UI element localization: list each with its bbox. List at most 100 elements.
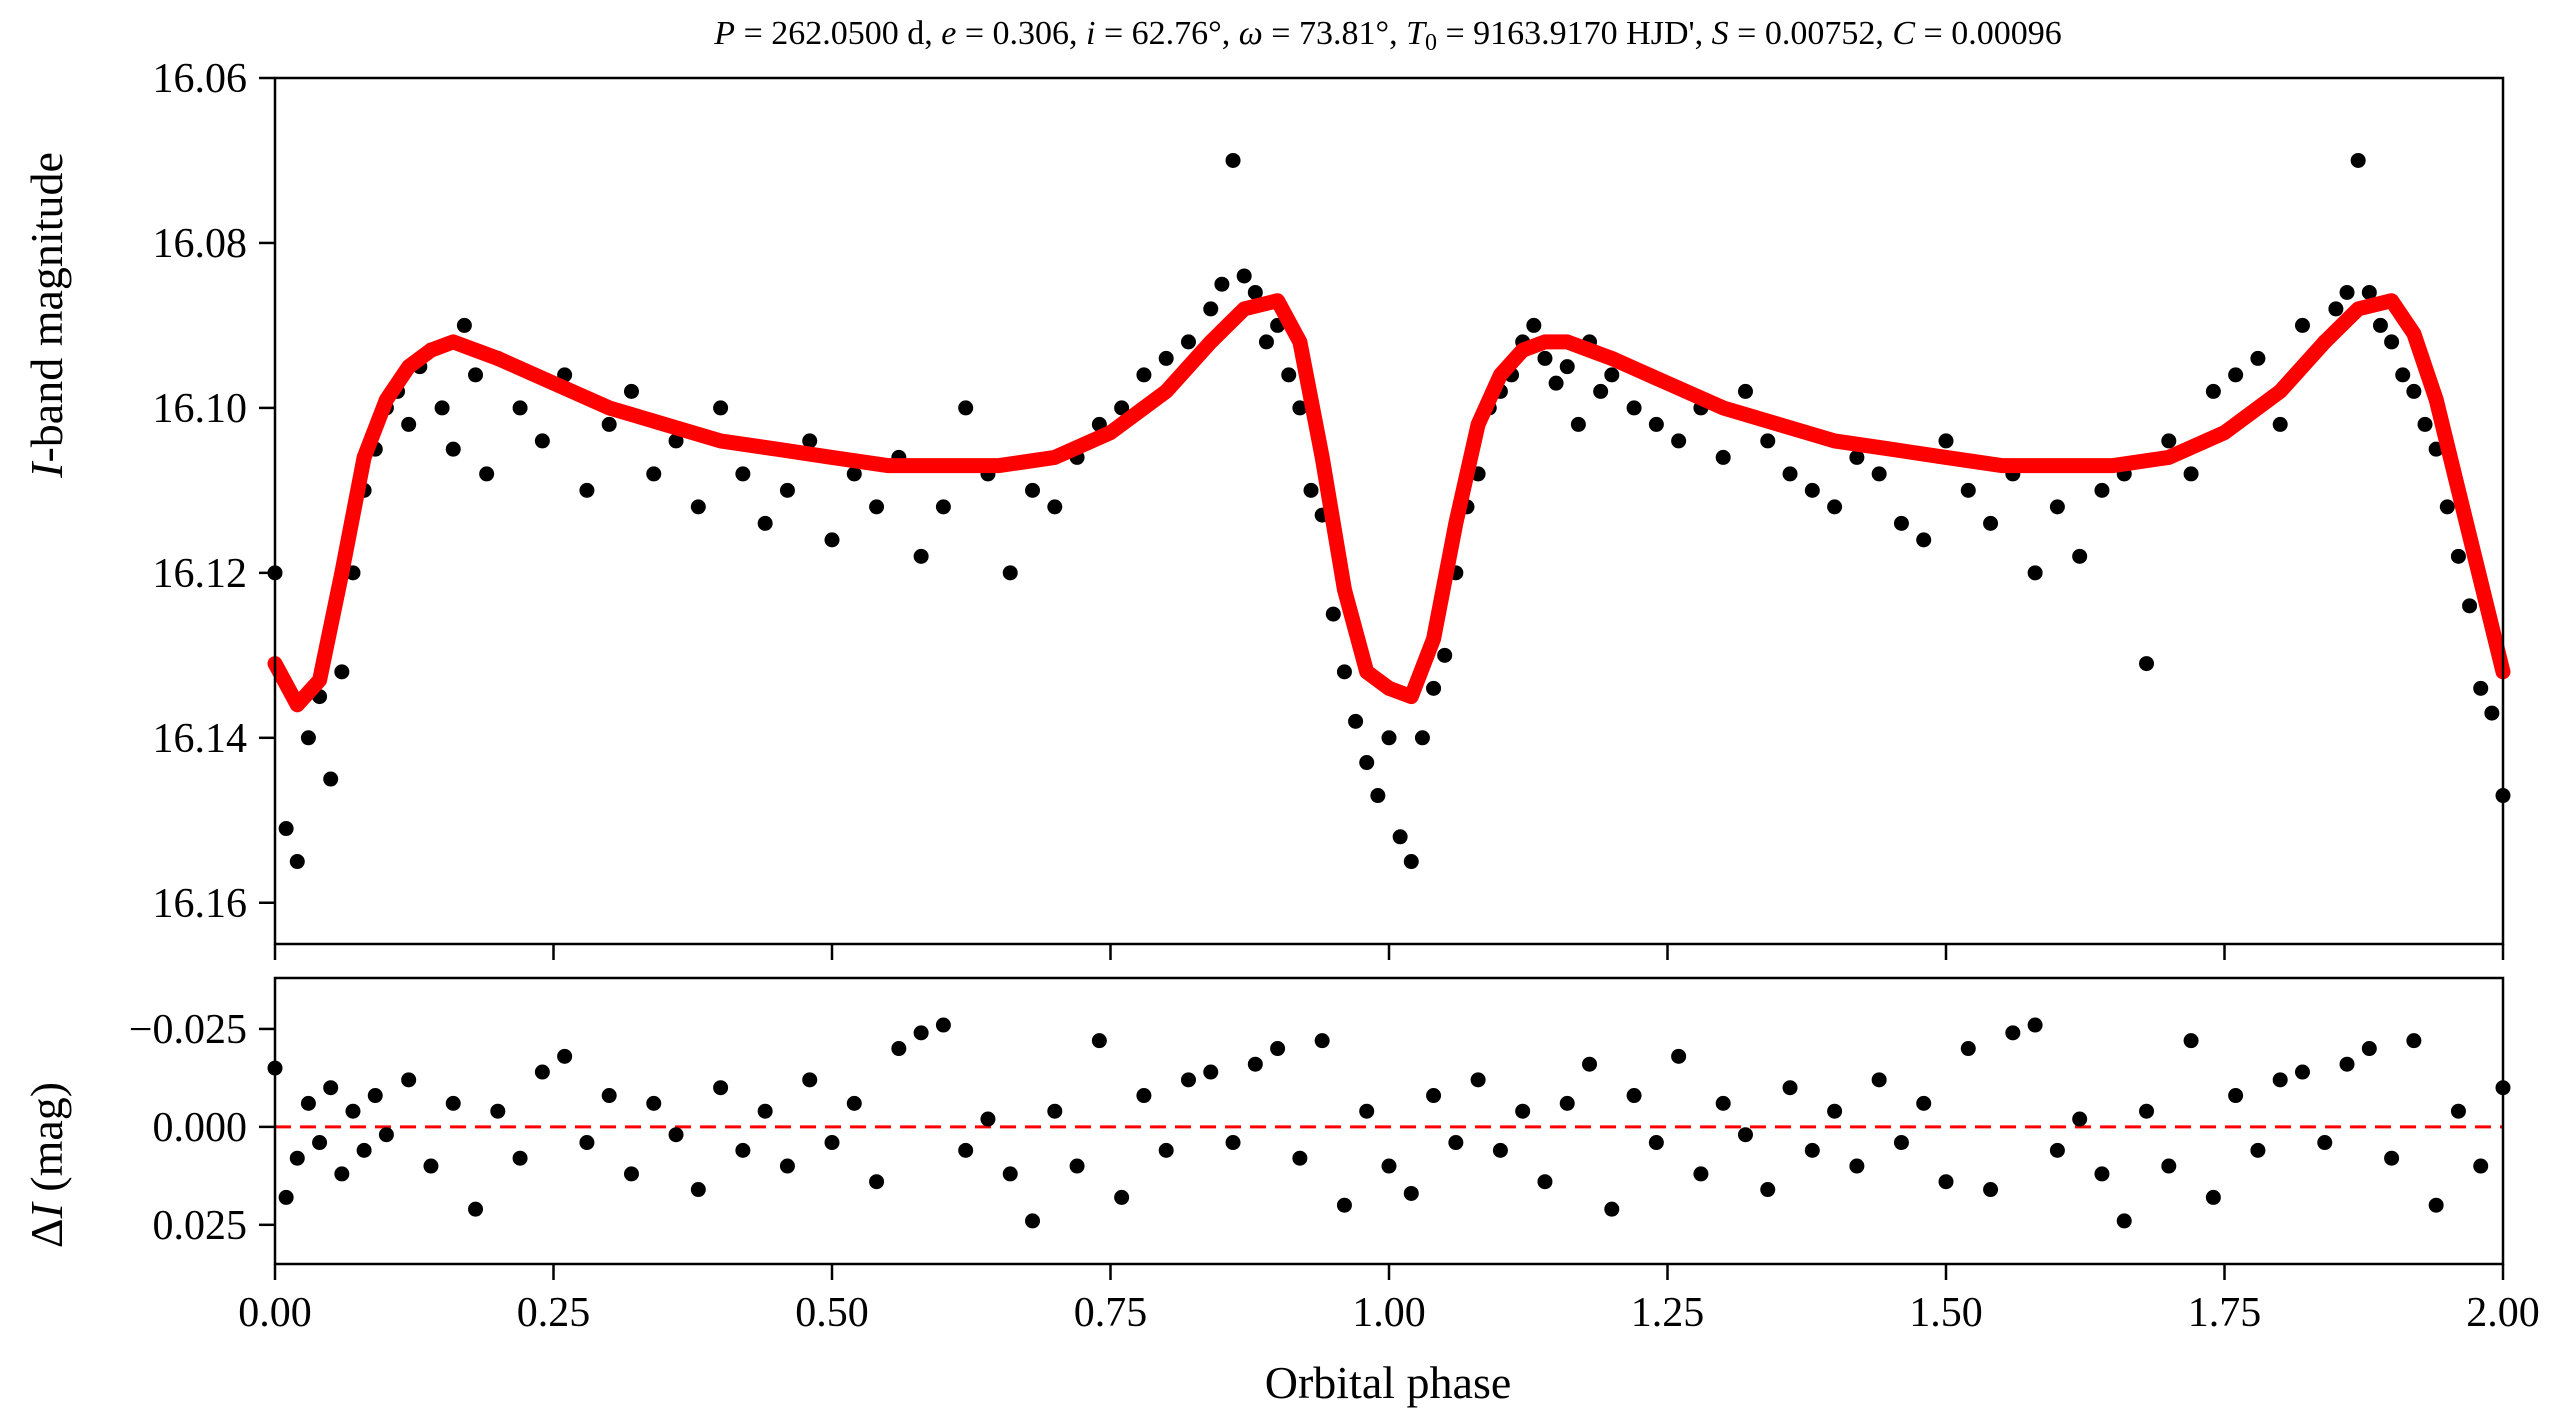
residual-point (2294, 1064, 2310, 1080)
residual-point (1648, 1135, 1664, 1151)
observation-point (1570, 416, 1586, 432)
observation-point (735, 466, 751, 482)
observation-point (2339, 284, 2355, 300)
residual-point (1804, 1142, 1820, 1158)
residual-point (2072, 1111, 2088, 1127)
ylabel-rest: -band magnitude (21, 152, 72, 462)
residual-point (1403, 1185, 1419, 1201)
observation-point (401, 416, 417, 432)
residual-point (2473, 1158, 2489, 1174)
observation-point (1225, 152, 1241, 168)
title-t-subscript: 0 (1425, 30, 1437, 56)
y-tick-label: 16.14 (153, 716, 248, 762)
title-c-symbol: C (1892, 15, 1915, 52)
observation-point (479, 466, 495, 482)
residual-point (1983, 1182, 1999, 1198)
residual-point (579, 1135, 595, 1151)
title-omega-value: = 73.81°, (1263, 15, 1406, 52)
residual-point (2205, 1189, 2221, 1205)
residual-point (1225, 1135, 1241, 1151)
observation-point (2072, 548, 2088, 564)
residual-point (300, 1095, 316, 1111)
x-tick-label: 0.00 (238, 1290, 312, 1336)
light-curve-x-ticks (273, 944, 2505, 960)
observation-point (1281, 367, 1297, 383)
residual-point (289, 1150, 305, 1166)
residual-point (2272, 1072, 2288, 1088)
observation-point (534, 433, 550, 449)
residual-point (958, 1142, 974, 1158)
residual-point (345, 1103, 361, 1119)
observation-point (913, 548, 929, 564)
residual-point (623, 1166, 639, 1182)
observation-point (1559, 359, 1575, 375)
observation-point (869, 499, 885, 515)
residual-point (512, 1150, 528, 1166)
observation-point (2272, 416, 2288, 432)
x-tick-label: 1.00 (1352, 1290, 1426, 1336)
x-tick-label: 1.75 (2188, 1290, 2262, 1336)
observation-point (289, 854, 305, 870)
residual-point (1091, 1033, 1107, 1049)
observation-point (2395, 367, 2411, 383)
observation-point (2417, 416, 2433, 432)
residual-point (2228, 1088, 2244, 1104)
residual-point (1559, 1095, 1575, 1111)
observation-point (2484, 705, 2500, 721)
observation-point (2462, 598, 2478, 614)
residual-point (1292, 1150, 1308, 1166)
residual-point (423, 1158, 439, 1174)
residual-point (1359, 1103, 1375, 1119)
residual-point (1270, 1041, 1286, 1057)
observation-point (1414, 730, 1430, 746)
observation-point (802, 433, 818, 449)
observation-point (1247, 284, 1263, 300)
residual-point (2406, 1033, 2422, 1049)
residual-point (1782, 1080, 1798, 1096)
residual-point (1537, 1174, 1553, 1190)
observation-point (1025, 482, 1041, 498)
observation-point (1593, 383, 1609, 399)
residual-point (779, 1158, 795, 1174)
y-tick-label: −0.025 (129, 1007, 247, 1053)
residual-point (2005, 1025, 2021, 1041)
residual-point (312, 1135, 328, 1151)
residual-point (2049, 1142, 2065, 1158)
observation-points (267, 152, 2511, 870)
residual-point (557, 1048, 573, 1064)
residual-point (1336, 1197, 1352, 1213)
residual-point (1515, 1103, 1531, 1119)
observation-point (779, 482, 795, 498)
residuals-panel: −0.025 0.000 0.025 0.00 0.25 0.50 0.75 1.00 1.2… (21, 976, 2540, 1408)
observation-point (1426, 680, 1442, 696)
residual-point (401, 1072, 417, 1088)
observation-point (468, 367, 484, 383)
observation-point (1392, 829, 1408, 845)
observation-point (1325, 606, 1341, 622)
observation-point (1715, 449, 1731, 465)
residual-point (891, 1041, 907, 1057)
observation-point (1983, 515, 1999, 531)
residual-point (1760, 1182, 1776, 1198)
residual-point (735, 1142, 751, 1158)
observation-point (1203, 301, 1219, 317)
observation-point (1348, 713, 1364, 729)
residuals-y-axis-label: ΔI (mag) (21, 1082, 72, 1248)
residual-point (1470, 1072, 1486, 1088)
residual-point (2450, 1103, 2466, 1119)
residual-point (980, 1111, 996, 1127)
observation-point (278, 821, 294, 837)
observation-point (646, 466, 662, 482)
light-curve-panel: 16.06 16.08 16.10 16.12 16.14 16.16 I-band ma… (21, 56, 2511, 960)
residual-point (668, 1127, 684, 1143)
x-tick-label: 0.25 (517, 1290, 591, 1336)
residual-point (1960, 1041, 1976, 1057)
residual-point (1671, 1048, 1687, 1064)
observation-point (824, 532, 840, 548)
residual-point (1715, 1095, 1731, 1111)
observation-point (1136, 367, 1152, 383)
residual-point (2027, 1017, 2043, 1033)
ylabel-mag: (mag) (21, 1082, 72, 1203)
observation-point (334, 664, 350, 680)
